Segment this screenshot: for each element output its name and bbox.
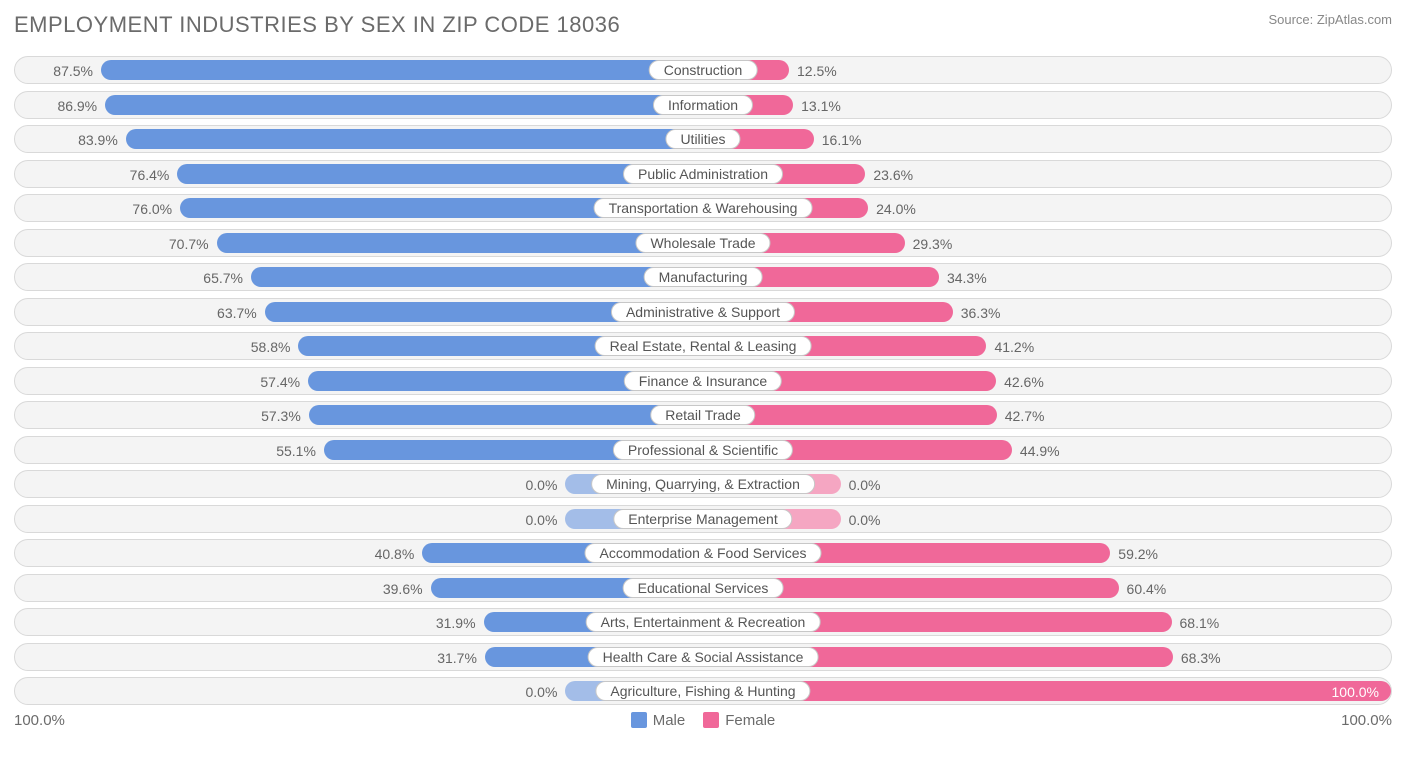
- female-pct-label: 100.0%: [1332, 678, 1379, 706]
- male-pct-label: 63.7%: [217, 299, 257, 327]
- category-label: Retail Trade: [650, 405, 755, 425]
- category-label: Construction: [649, 60, 758, 80]
- female-pct-label: 42.7%: [1005, 402, 1045, 430]
- male-pct-label: 65.7%: [203, 264, 243, 292]
- chart-row: Educational Services 39.6% 60.4%: [14, 574, 1392, 602]
- male-pct-label: 76.4%: [130, 161, 170, 189]
- male-bar: [101, 60, 703, 80]
- chart-title: EMPLOYMENT INDUSTRIES BY SEX IN ZIP CODE…: [14, 12, 620, 38]
- chart-row: Agriculture, Fishing & Hunting 0.0% 100.0%: [14, 677, 1392, 705]
- male-bar: [105, 95, 703, 115]
- male-pct-label: 31.9%: [436, 609, 476, 637]
- category-label: Enterprise Management: [613, 509, 792, 529]
- female-pct-label: 42.6%: [1004, 368, 1044, 396]
- category-label: Transportation & Warehousing: [594, 198, 813, 218]
- chart-row: Public Administration 76.4% 23.6%: [14, 160, 1392, 188]
- male-pct-label: 39.6%: [383, 575, 423, 603]
- legend-female-label: Female: [725, 712, 775, 729]
- male-pct-label: 55.1%: [276, 437, 316, 465]
- male-pct-label: 0.0%: [525, 678, 557, 706]
- female-pct-label: 68.1%: [1180, 609, 1220, 637]
- chart-row: Manufacturing 65.7% 34.3%: [14, 263, 1392, 291]
- axis-left-max: 100.0%: [14, 712, 65, 729]
- category-label: Agriculture, Fishing & Hunting: [595, 681, 810, 701]
- chart-row: Retail Trade 57.3% 42.7%: [14, 401, 1392, 429]
- legend-item-female: Female: [703, 712, 775, 729]
- female-pct-label: 16.1%: [822, 126, 862, 154]
- male-swatch-icon: [631, 712, 647, 728]
- male-pct-label: 0.0%: [525, 471, 557, 499]
- chart-row: Utilities 83.9% 16.1%: [14, 125, 1392, 153]
- female-swatch-icon: [703, 712, 719, 728]
- female-pct-label: 60.4%: [1127, 575, 1167, 603]
- chart-row: Administrative & Support 63.7% 36.3%: [14, 298, 1392, 326]
- male-pct-label: 57.4%: [260, 368, 300, 396]
- female-pct-label: 41.2%: [994, 333, 1034, 361]
- category-label: Manufacturing: [644, 267, 763, 287]
- chart-row: Arts, Entertainment & Recreation 31.9% 68.…: [14, 608, 1392, 636]
- female-pct-label: 29.3%: [913, 230, 953, 258]
- male-pct-label: 87.5%: [53, 57, 93, 85]
- male-pct-label: 31.7%: [437, 644, 477, 672]
- male-pct-label: 58.8%: [251, 333, 291, 361]
- legend-male-label: Male: [653, 712, 686, 729]
- male-pct-label: 0.0%: [525, 506, 557, 534]
- category-label: Professional & Scientific: [613, 440, 793, 460]
- male-bar: [217, 233, 703, 253]
- chart-row: Information 86.9% 13.1%: [14, 91, 1392, 119]
- category-label: Mining, Quarrying, & Extraction: [591, 474, 815, 494]
- category-label: Wholesale Trade: [635, 233, 770, 253]
- female-pct-label: 13.1%: [801, 92, 841, 120]
- legend-item-male: Male: [631, 712, 686, 729]
- male-pct-label: 76.0%: [132, 195, 172, 223]
- category-label: Information: [653, 95, 753, 115]
- male-pct-label: 86.9%: [57, 92, 97, 120]
- female-pct-label: 68.3%: [1181, 644, 1221, 672]
- chart-row: Construction 87.5% 12.5%: [14, 56, 1392, 84]
- chart-row: Wholesale Trade 70.7% 29.3%: [14, 229, 1392, 257]
- category-label: Educational Services: [623, 578, 784, 598]
- male-pct-label: 83.9%: [78, 126, 118, 154]
- female-pct-label: 36.3%: [961, 299, 1001, 327]
- category-label: Accommodation & Food Services: [585, 543, 822, 563]
- category-label: Health Care & Social Assistance: [588, 647, 819, 667]
- male-bar: [251, 267, 703, 287]
- female-pct-label: 59.2%: [1118, 540, 1158, 568]
- male-pct-label: 57.3%: [261, 402, 301, 430]
- category-label: Arts, Entertainment & Recreation: [586, 612, 821, 632]
- chart-row: Mining, Quarrying, & Extraction 0.0% 0.0%: [14, 470, 1392, 498]
- male-bar: [126, 129, 703, 149]
- chart-row: Enterprise Management 0.0% 0.0%: [14, 505, 1392, 533]
- chart-source: Source: ZipAtlas.com: [1268, 12, 1392, 27]
- female-pct-label: 0.0%: [849, 471, 881, 499]
- category-label: Finance & Insurance: [624, 371, 782, 391]
- axis-right-max: 100.0%: [1341, 712, 1392, 729]
- legend: Male Female: [631, 712, 776, 729]
- female-pct-label: 23.6%: [873, 161, 913, 189]
- category-label: Utilities: [665, 129, 740, 149]
- category-label: Real Estate, Rental & Leasing: [595, 336, 812, 356]
- diverging-bar-chart: Construction 87.5% 12.5% Information 86.9% 13…: [14, 56, 1392, 705]
- female-pct-label: 34.3%: [947, 264, 987, 292]
- chart-row: Accommodation & Food Services 40.8% 59.2%: [14, 539, 1392, 567]
- chart-row: Transportation & Warehousing 76.0% 24.0%: [14, 194, 1392, 222]
- male-bar: [309, 405, 703, 425]
- chart-row: Professional & Scientific 55.1% 44.9%: [14, 436, 1392, 464]
- female-pct-label: 44.9%: [1020, 437, 1060, 465]
- male-pct-label: 40.8%: [375, 540, 415, 568]
- chart-row: Real Estate, Rental & Leasing 58.8% 41.2%: [14, 332, 1392, 360]
- category-label: Administrative & Support: [611, 302, 795, 322]
- category-label: Public Administration: [623, 164, 783, 184]
- female-pct-label: 0.0%: [849, 506, 881, 534]
- male-pct-label: 70.7%: [169, 230, 209, 258]
- female-pct-label: 12.5%: [797, 57, 837, 85]
- chart-row: Health Care & Social Assistance 31.7% 68.3…: [14, 643, 1392, 671]
- chart-row: Finance & Insurance 57.4% 42.6%: [14, 367, 1392, 395]
- female-pct-label: 24.0%: [876, 195, 916, 223]
